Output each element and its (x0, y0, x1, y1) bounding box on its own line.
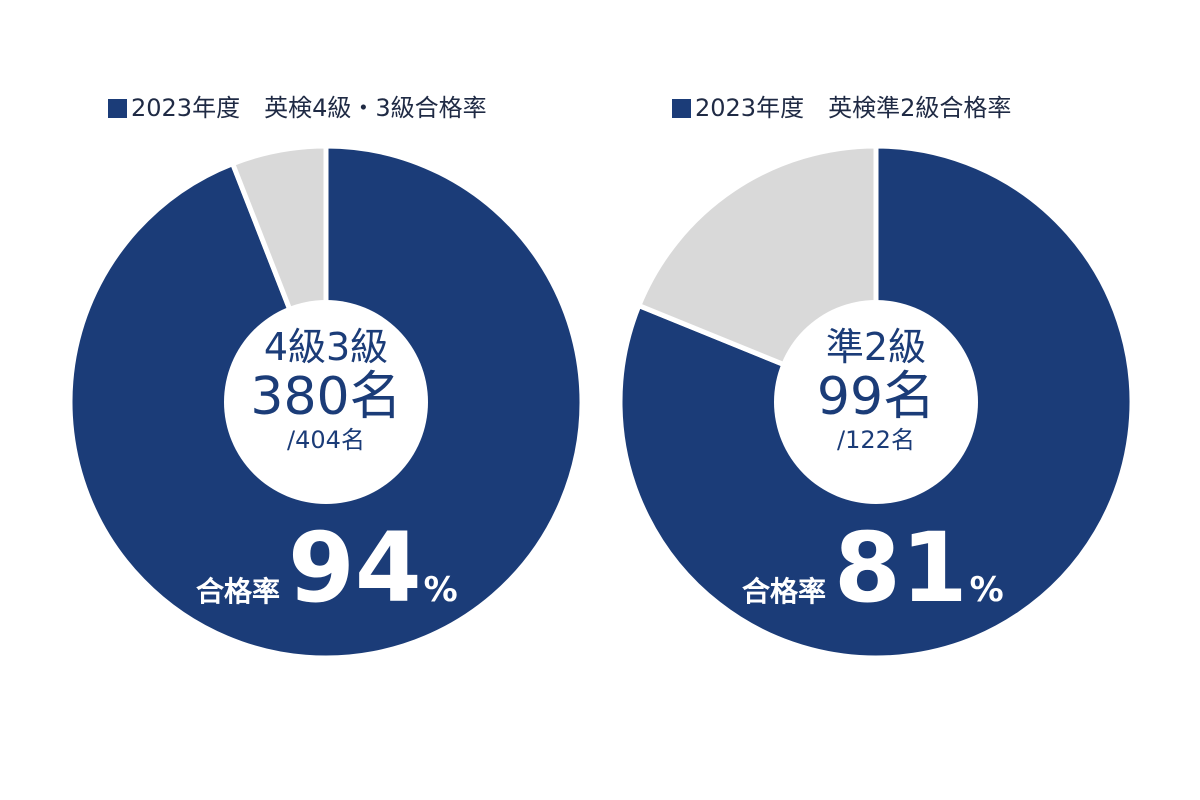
grade-label: 準2級 (825, 325, 927, 369)
pass-rate-value: 94 (288, 512, 422, 624)
pass-rate-unit: % (423, 570, 458, 610)
pass-rate-unit: % (969, 570, 1004, 610)
pass-rate: 合格率 94 % (196, 520, 458, 616)
pass-rate-value: 81 (834, 512, 968, 624)
pie-chart-grade-4-3: 2023年度 英検4級・3級合格率 4級3級 380名 /404名 合格率 94… (70, 94, 582, 658)
legend-square-icon (672, 99, 691, 118)
pie-svg (617, 143, 1135, 661)
passed-count: 380名 (250, 367, 402, 427)
pie-center-hole (774, 300, 978, 504)
center-label: 4級3級 380名 /404名 (226, 326, 426, 454)
passed-count: 99名 (816, 367, 936, 427)
grade-label: 4級3級 (263, 325, 389, 369)
chart-title-text: 2023年度 英検準2級合格率 (695, 94, 1012, 122)
pie-chart-grade-pre-2: 2023年度 英検準2級合格率 準2級 99名 /122名 合格率 81 % (600, 0, 1200, 800)
pie-center-hole (224, 300, 428, 504)
chart-title: 2023年度 英検4級・3級合格率 (108, 88, 708, 123)
pie-svg (70, 146, 582, 658)
pass-rate-label: 合格率 (742, 575, 827, 608)
center-label: 準2級 99名 /122名 (776, 326, 976, 454)
legend-square-icon (108, 99, 127, 118)
pass-rate-label: 合格率 (196, 575, 281, 608)
chart-title-text: 2023年度 英検4級・3級合格率 (131, 94, 487, 122)
total-count: /122名 (837, 426, 915, 454)
total-count: /404名 (287, 426, 365, 454)
chart-title: 2023年度 英検準2級合格率 (672, 88, 1200, 123)
pass-rate: 合格率 81 % (742, 520, 1004, 616)
